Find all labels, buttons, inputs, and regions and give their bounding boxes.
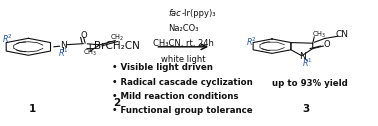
Text: up to 93% yield: up to 93% yield — [272, 79, 348, 88]
Text: O: O — [80, 31, 87, 40]
Text: • Functional group tolerance: • Functional group tolerance — [112, 106, 253, 115]
Text: R$^2$: R$^2$ — [246, 35, 257, 48]
Text: 3: 3 — [302, 104, 310, 114]
Text: Na₂CO₃: Na₂CO₃ — [168, 24, 198, 33]
Text: CH$_3$: CH$_3$ — [83, 48, 98, 58]
Text: R$^1$: R$^1$ — [302, 56, 313, 69]
Text: R$^2$: R$^2$ — [2, 33, 13, 45]
Text: 1: 1 — [28, 104, 36, 114]
Text: O: O — [324, 40, 330, 49]
Text: CH$_2$: CH$_2$ — [110, 33, 125, 43]
Text: N: N — [299, 52, 306, 61]
Text: • Mild reaction conditions: • Mild reaction conditions — [112, 92, 239, 101]
Text: CH$_3$: CH$_3$ — [311, 30, 326, 40]
Text: white light: white light — [161, 55, 206, 64]
Text: CN: CN — [336, 30, 349, 39]
Text: • Radical cascade cyclization: • Radical cascade cyclization — [112, 78, 253, 87]
Text: CH₃CN, rt, 24h: CH₃CN, rt, 24h — [153, 39, 214, 48]
Text: -Ir(ppy)₃: -Ir(ppy)₃ — [181, 9, 216, 18]
Text: BrCH₂CN: BrCH₂CN — [94, 41, 140, 51]
Text: fac: fac — [169, 9, 181, 18]
Text: R$^1$: R$^1$ — [58, 47, 69, 59]
Text: N: N — [60, 41, 67, 50]
Text: • Visible light driven: • Visible light driven — [112, 64, 213, 72]
Text: 2: 2 — [113, 98, 121, 108]
Text: +: + — [84, 42, 95, 55]
